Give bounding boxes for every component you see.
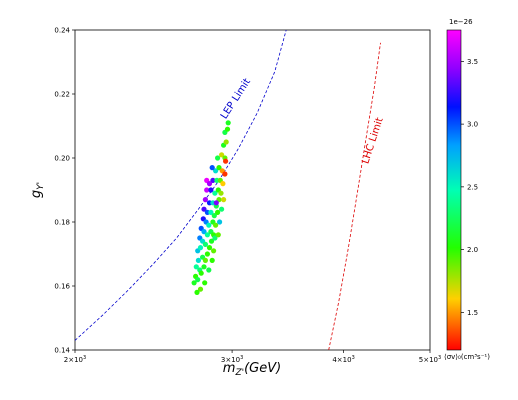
scatter-point bbox=[211, 248, 217, 254]
colorbar-ticks: 1.5 2.0 2.5 3.0 3.5 bbox=[461, 58, 478, 317]
scatter-point bbox=[208, 238, 215, 244]
scatter-point bbox=[218, 190, 224, 196]
scatter-point bbox=[223, 139, 229, 145]
scatter-point bbox=[220, 181, 226, 187]
scatter-point bbox=[198, 270, 204, 276]
scatter-point bbox=[210, 177, 216, 183]
scatter-point bbox=[202, 280, 208, 286]
scatter-point bbox=[201, 229, 207, 235]
y-tick-label: 0.22 bbox=[54, 91, 70, 99]
scatter-point bbox=[208, 209, 214, 215]
scatter-point bbox=[202, 197, 208, 203]
y-tick-label: 0.14 bbox=[54, 347, 70, 355]
scatter-point bbox=[222, 171, 228, 177]
y-tick-label: 0.18 bbox=[54, 219, 70, 227]
colorbar bbox=[446, 29, 462, 351]
colorbar-label: ⟨σv⟩₀(cm³s⁻¹) bbox=[444, 353, 490, 361]
scatter-point bbox=[206, 267, 212, 273]
scatter-point bbox=[204, 232, 210, 238]
scatter-point bbox=[202, 241, 208, 247]
scatter-point bbox=[212, 235, 218, 241]
scatter-point bbox=[213, 222, 219, 228]
lhc-limit-label: LHC Limit bbox=[360, 116, 385, 165]
scatter-point bbox=[204, 187, 210, 193]
scatter-point bbox=[206, 222, 212, 228]
colorbar-tick-label: 3.0 bbox=[467, 121, 478, 129]
scatter-point bbox=[194, 289, 200, 295]
scatter-point bbox=[215, 232, 221, 238]
scatter-point bbox=[216, 165, 222, 171]
lhc-limit-curve bbox=[328, 42, 381, 350]
x-axis-ticks: 2×103 3×103 4×103 5×103 bbox=[64, 350, 441, 364]
x-tick-label: 3×103 bbox=[221, 355, 243, 364]
scatter-point bbox=[213, 168, 219, 174]
colorbar-tick-label: 1.5 bbox=[467, 309, 478, 317]
y-axis-label: gY' bbox=[29, 182, 46, 198]
scatter-point bbox=[193, 264, 199, 270]
x-axis-label: mZ'(GeV) bbox=[223, 361, 281, 378]
lep-limit-curve bbox=[75, 30, 287, 341]
scatter-point bbox=[197, 245, 204, 251]
y-axis-ticks: 0.14 0.16 0.18 0.20 0.22 0.24 bbox=[54, 27, 75, 355]
lep-limit-label: LEP Limit bbox=[219, 77, 253, 122]
scatter-point bbox=[211, 213, 217, 219]
scatter-point bbox=[197, 286, 204, 292]
y-tick-label: 0.16 bbox=[54, 283, 70, 291]
colorbar-tick-label: 2.5 bbox=[467, 183, 478, 191]
limit-curves bbox=[75, 30, 381, 350]
scatter-point bbox=[219, 152, 225, 158]
scatter-point bbox=[225, 120, 231, 126]
x-tick-label: 5×103 bbox=[419, 355, 441, 364]
y-tick-label: 0.24 bbox=[54, 27, 70, 35]
scatter-point bbox=[224, 126, 231, 132]
scatter-point bbox=[201, 206, 207, 212]
scatter-point bbox=[202, 257, 208, 263]
scatter-point bbox=[217, 219, 223, 225]
scatter-point bbox=[213, 200, 219, 206]
scatter-point bbox=[206, 181, 213, 187]
scatter-point bbox=[195, 257, 201, 263]
scatter-point bbox=[215, 155, 221, 161]
scatter-point bbox=[204, 251, 210, 257]
scatter-point bbox=[212, 190, 218, 196]
x-tick-label: 2×103 bbox=[64, 355, 86, 364]
scatter-point bbox=[206, 245, 213, 251]
x-tick-label: 4×103 bbox=[332, 355, 354, 364]
scatter-point bbox=[201, 264, 207, 270]
scatter-point bbox=[208, 187, 214, 193]
scatter-point bbox=[209, 165, 215, 171]
colorbar-tick-label: 2.0 bbox=[467, 246, 478, 254]
scatter-point bbox=[219, 206, 225, 212]
colorbar-tick-label: 3.5 bbox=[467, 58, 478, 66]
plot-frame bbox=[74, 29, 431, 351]
scatter-point bbox=[215, 209, 221, 215]
scatter-point bbox=[223, 158, 229, 164]
scatter-point bbox=[191, 280, 197, 286]
y-tick-label: 0.20 bbox=[54, 155, 70, 163]
colorbar-offset-text: 1e−26 bbox=[449, 18, 473, 26]
scatter-point bbox=[221, 197, 227, 203]
scatter-point bbox=[209, 257, 215, 263]
scatter-point bbox=[195, 277, 201, 283]
scatter-points bbox=[191, 120, 231, 295]
